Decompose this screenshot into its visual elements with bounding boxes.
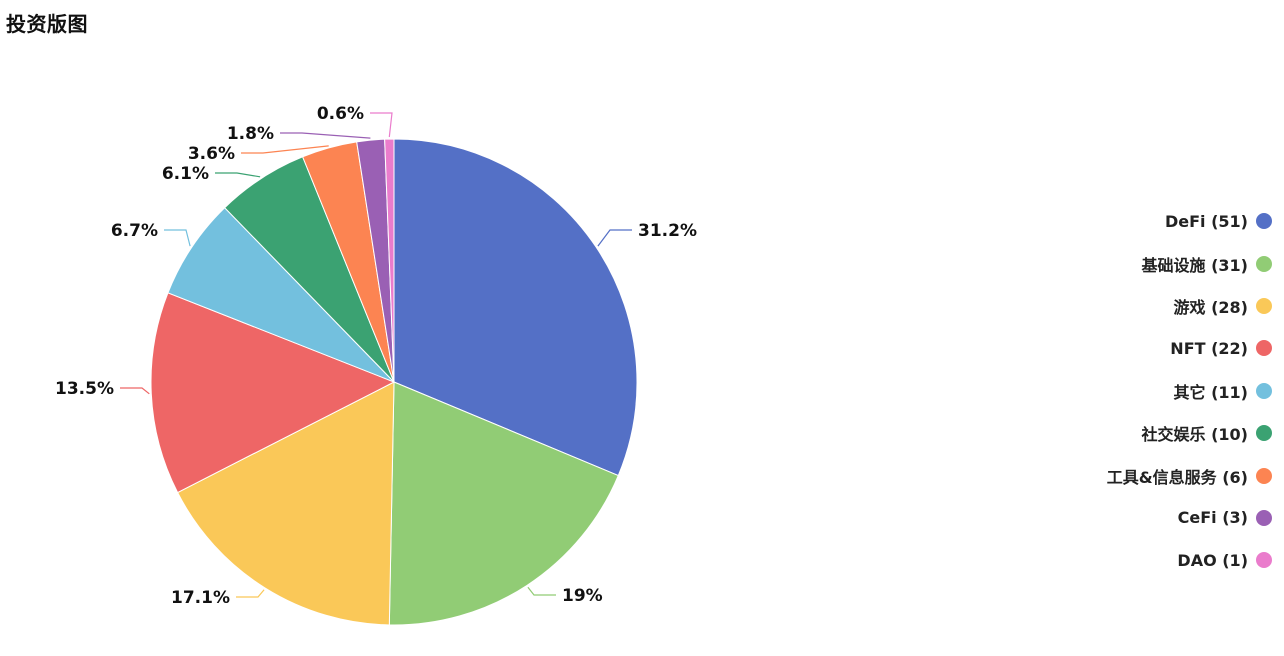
percent-label-7: 1.8%	[227, 124, 274, 144]
legend-label: 游戏 (28)	[1173, 297, 1248, 317]
leader-line-6	[241, 145, 329, 154]
leader-line-1	[527, 586, 556, 596]
legend-dot-icon	[1256, 382, 1272, 399]
percent-label-8: 0.6%	[317, 104, 364, 124]
percent-label-2: 17.1%	[171, 588, 230, 608]
legend-item-tools[interactable]: 工具&信息服务 (6)	[1107, 454, 1272, 496]
legend-dot-icon	[1256, 213, 1272, 230]
legend-dot-icon	[1256, 297, 1272, 314]
pie-slice-2[interactable]	[176, 381, 395, 626]
legend-dot-icon	[1256, 255, 1272, 272]
pie-slice-3[interactable]	[150, 292, 396, 494]
legend-label: CeFi (3)	[1177, 508, 1248, 528]
percent-label-1: 19%	[562, 586, 603, 606]
legend-item-nft[interactable]: NFT (22)	[1170, 327, 1272, 369]
pie-slice-1[interactable]	[388, 381, 619, 626]
percent-label-0: 31.2%	[638, 221, 697, 241]
leader-line-7	[280, 132, 371, 139]
legend-dot-icon	[1256, 509, 1272, 526]
leader-line-2	[236, 589, 265, 598]
legend-item-other[interactable]: 其它 (11)	[1174, 370, 1272, 412]
percent-label-5: 6.1%	[162, 164, 209, 184]
legend-item-social[interactable]: 社交娱乐 (10)	[1142, 412, 1272, 454]
percent-label-4: 6.7%	[111, 221, 158, 241]
legend-label: 基础设施 (31)	[1141, 255, 1248, 275]
chart-title: 投资版图	[6, 12, 88, 36]
legend-dot-icon	[1256, 340, 1272, 357]
pie-slice-0[interactable]	[393, 138, 638, 477]
pie-slice-8[interactable]	[384, 138, 395, 383]
percent-label-6: 3.6%	[188, 144, 235, 164]
legend-item-dao[interactable]: DAO (1)	[1177, 539, 1272, 581]
leader-line-3	[120, 387, 150, 395]
legend-label: 工具&信息服务 (6)	[1106, 467, 1248, 487]
legend-item-infrastructure[interactable]: 基础设施 (31)	[1142, 242, 1272, 284]
chart-legend: DeFi (51) 基础设施 (31) 游戏 (28) NFT (22) 其它 …	[1107, 200, 1272, 582]
leader-line-0	[597, 229, 632, 247]
legend-item-cefi[interactable]: CeFi (3)	[1178, 497, 1272, 539]
legend-label: 其它 (11)	[1173, 382, 1248, 402]
leader-line-5	[215, 172, 261, 178]
legend-dot-icon	[1256, 425, 1272, 442]
legend-label: DAO (1)	[1177, 550, 1248, 570]
legend-dot-icon	[1256, 467, 1272, 484]
leader-line-4	[164, 229, 191, 247]
legend-label: DeFi (51)	[1164, 211, 1248, 231]
legend-item-defi[interactable]: DeFi (51)	[1165, 200, 1272, 242]
legend-item-gaming[interactable]: 游戏 (28)	[1174, 285, 1272, 327]
leader-line-8	[370, 112, 393, 138]
percent-label-3: 13.5%	[55, 379, 114, 399]
legend-label: 社交娱乐 (10)	[1141, 425, 1248, 445]
legend-dot-icon	[1256, 552, 1272, 569]
legend-label: NFT (22)	[1170, 338, 1248, 358]
